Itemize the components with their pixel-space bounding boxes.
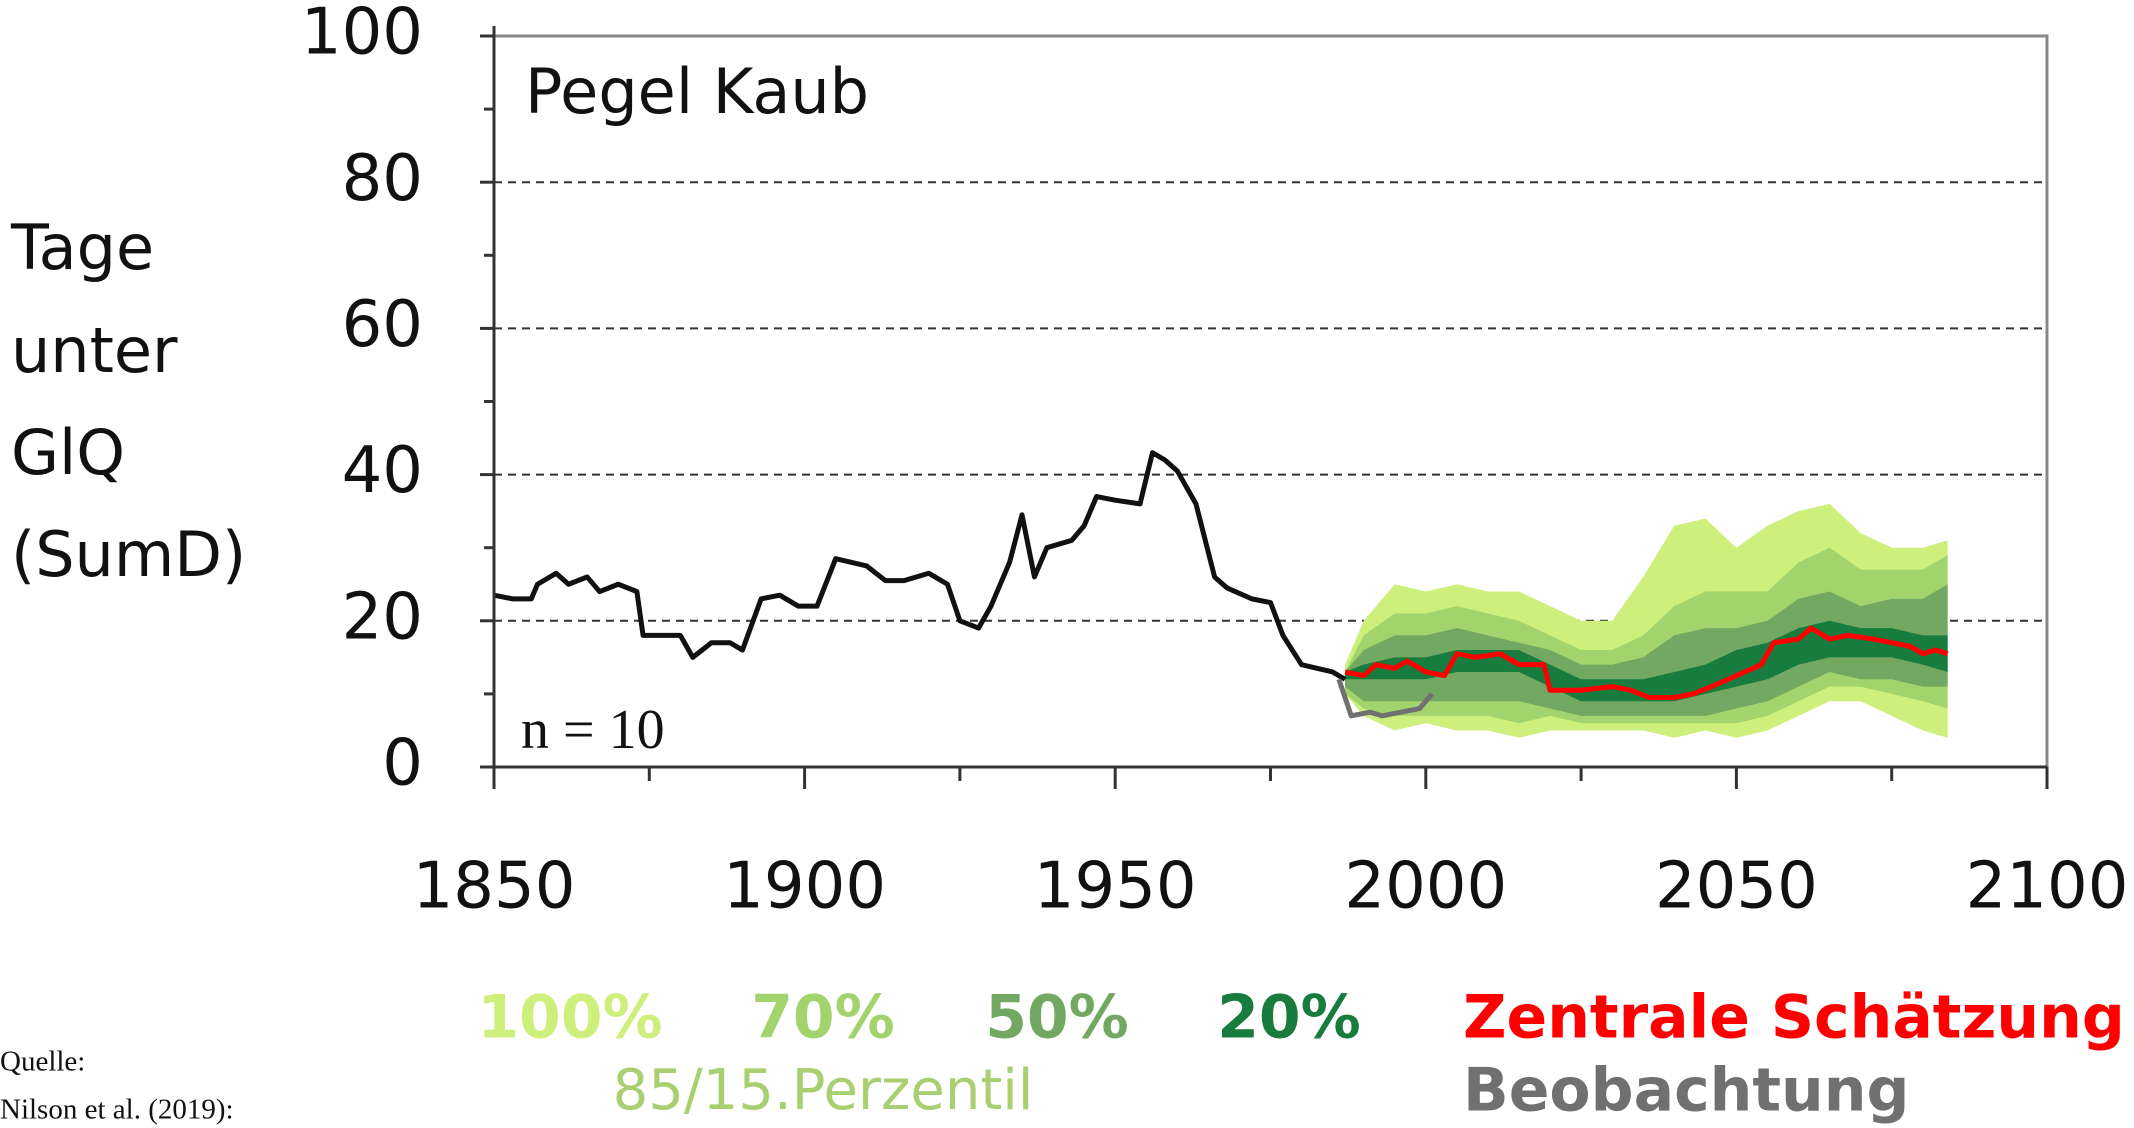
percentile-note: 85/15.Perzentil bbox=[613, 1058, 1034, 1123]
source: Nilson et al. (2019): bbox=[0, 1094, 234, 1126]
x-tick-label: 1900 bbox=[723, 850, 886, 924]
legend-label: Beobachtung bbox=[1463, 1056, 1909, 1126]
series-line bbox=[1336, 678, 1434, 719]
legend-label: 100% bbox=[477, 983, 662, 1053]
y-tick-label: 20 bbox=[342, 580, 423, 654]
x-tick-label: 1850 bbox=[413, 850, 576, 924]
y-axis-label: (SumD) bbox=[11, 518, 246, 591]
y-tick-label: 60 bbox=[342, 288, 423, 362]
x-tick-label: 1950 bbox=[1034, 850, 1197, 924]
series-line bbox=[1344, 625, 1949, 701]
legend-label: 70% bbox=[751, 983, 895, 1053]
x-tick-label: 2100 bbox=[1966, 850, 2129, 924]
y-axis-label: unter bbox=[11, 314, 178, 387]
source: Quelle: bbox=[0, 1046, 85, 1078]
chart-title: Pegel Kaub bbox=[525, 55, 869, 128]
annotation: n = 10 bbox=[521, 699, 665, 761]
y-axis-label: GlQ bbox=[11, 416, 125, 489]
y-axis-label: Tage bbox=[10, 211, 154, 284]
y-tick-label: 100 bbox=[301, 0, 423, 70]
band-area bbox=[1345, 584, 1948, 716]
y-tick-label: 0 bbox=[382, 727, 423, 801]
legend-label: 50% bbox=[985, 983, 1129, 1053]
series-line bbox=[493, 450, 1347, 682]
y-tick-label: 40 bbox=[342, 434, 423, 508]
y-tick-label: 80 bbox=[342, 142, 423, 216]
x-tick-label: 2000 bbox=[1344, 850, 1507, 924]
legend-label: Zentrale Schätzung bbox=[1463, 983, 2125, 1053]
legend-label: 20% bbox=[1217, 983, 1361, 1053]
x-tick-label: 2050 bbox=[1655, 850, 1818, 924]
